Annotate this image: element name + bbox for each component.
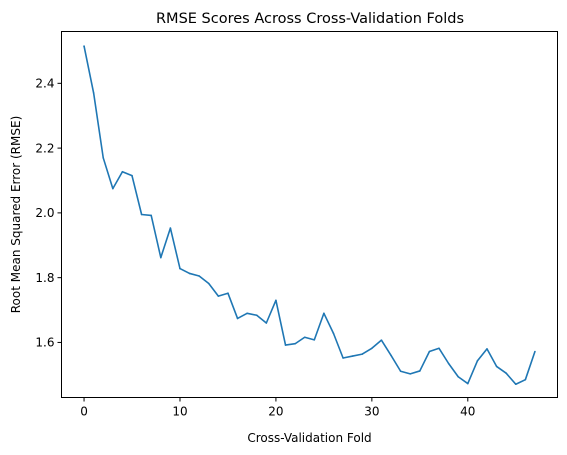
data-point [121,170,124,173]
x-tick-label: 20 [268,405,283,419]
data-point [524,378,527,381]
data-point [284,344,287,346]
x-tick-label: 40 [460,405,475,419]
data-point [227,292,229,295]
data-point [390,354,392,357]
data-point [169,227,172,229]
chart-title: RMSE Scores Across Cross-Validation Fold… [156,11,464,27]
data-point [399,370,402,373]
data-point [246,312,248,315]
data-point [457,375,460,378]
data-point [323,312,325,315]
data-point [380,339,383,341]
data-point [198,275,200,277]
data-point [236,317,239,320]
plot-frame [61,31,558,398]
y-tick-label: 2.2 [35,141,54,155]
data-point [150,214,152,217]
data-point [361,353,364,355]
data-point [467,382,469,385]
data-point [342,357,344,359]
data-point [255,314,258,317]
data-point [534,350,536,353]
data-point [514,383,517,386]
data-point [313,339,316,341]
data-point [486,348,488,350]
data-point [409,373,412,375]
data-point [265,322,268,324]
data-point [102,157,105,159]
data-point [188,272,191,275]
y-tick-label: 1.6 [35,336,54,350]
data-point [428,350,431,353]
data-point [160,256,162,259]
x-tick-label: 10 [172,405,187,419]
data-point [351,355,354,357]
x-tick-label: 0 [80,405,88,419]
data-point [495,365,498,368]
data-point [505,372,507,375]
data-point [112,187,114,190]
x-axis-title: Cross-Validation Fold [247,431,371,445]
data-point [476,360,479,362]
data-point [447,362,450,365]
data-point [207,282,210,285]
y-tick-label: 2.0 [35,206,54,220]
data-point [140,213,143,216]
series-line-0 [83,45,536,386]
y-axis-title: Root Mean Squared Error (RMSE) [9,116,23,314]
x-tick-label: 30 [364,405,379,419]
data-point [179,267,181,270]
data-point [294,342,296,345]
data-point [419,370,421,372]
data-point [275,299,277,302]
data-point [92,92,95,94]
data-point [332,332,335,335]
data-point [83,45,85,47]
y-tick-label: 1.8 [35,271,54,285]
data-point [438,347,440,350]
data-point [371,347,373,350]
data-point [217,295,220,297]
data-point [303,336,306,339]
y-tick-label: 2.4 [35,77,54,91]
data-point [131,174,133,177]
